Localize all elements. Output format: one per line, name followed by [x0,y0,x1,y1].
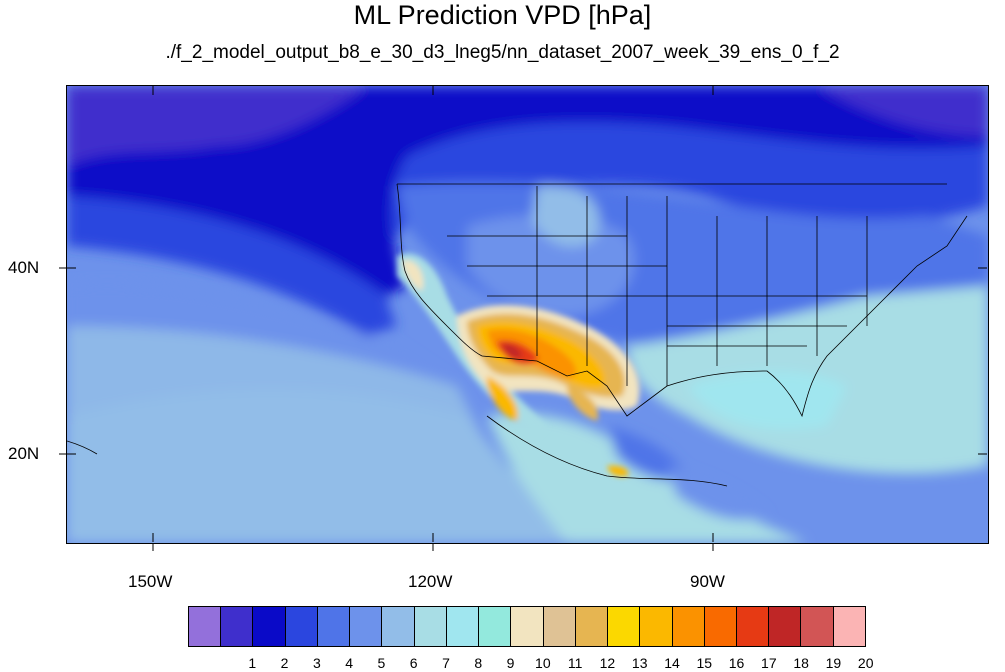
colorbar-label: 7 [442,655,450,671]
colorbar-swatch [414,607,447,646]
y-tick-label: 20N [8,444,40,463]
colorbar-label: 13 [631,655,648,671]
colorbar-swatch [640,607,673,646]
political-boundaries [67,183,968,487]
colorbar-label: 19 [825,655,842,671]
colorbar-label: 16 [728,655,745,671]
colorbar-label: 2 [280,655,289,671]
colorbar-swatch [801,607,834,646]
colorbar [188,606,866,647]
colorbar-label: 17 [761,655,777,671]
map-panel [67,86,988,543]
colorbar-label: 3 [312,655,321,671]
colorbar-label: 1 [248,655,257,671]
colorbar-swatch [446,607,480,646]
colorbar-swatch [543,607,576,646]
vpd-map [67,86,988,543]
colorbar-swatch [479,607,512,646]
colorbar-swatch [511,607,544,646]
colorbar-label: 5 [377,655,386,671]
colorbar-swatch [221,607,254,646]
colorbar-label: 12 [599,655,616,671]
x-tick-label: 120W [408,572,453,591]
colorbar-swatch [608,607,641,646]
x-tick-label: 150W [128,572,173,591]
colorbar-swatch [704,607,737,646]
colorbar-label: 20 [857,655,874,671]
colorbar-label: 14 [664,655,680,671]
colorbar-swatch [285,607,318,646]
colorbar-swatch [575,607,609,646]
colorbar-label: 11 [567,655,583,671]
colorbar-label: 6 [409,655,418,671]
plot-title: ML Prediction VPD [hPa] [353,0,652,30]
colorbar-swatch [189,607,222,646]
colorbar-swatch [736,607,770,646]
vpd-hotspot [397,253,640,477]
colorbar-label: 4 [345,655,354,671]
colorbar-label: 15 [696,655,713,671]
plot-subtitle: ./f_2_model_output_b8_e_30_d3_lneg5/nn_d… [165,42,840,63]
y-tick-label: 40N [8,258,40,277]
colorbar-swatch [350,607,383,646]
colorbar-swatch [833,607,865,646]
colorbar-label: 9 [506,655,515,671]
colorbar-label: 8 [474,655,483,671]
colorbar-swatch [769,607,802,646]
x-tick-label: 90W [690,572,725,591]
colorbar-swatch [672,607,705,646]
colorbar-swatch [382,607,415,646]
colorbar-label: 18 [793,655,809,671]
colorbar-swatch [317,607,351,646]
colorbar-swatch [253,607,286,646]
colorbar-label: 10 [535,655,551,671]
vpd-contours [67,86,988,543]
